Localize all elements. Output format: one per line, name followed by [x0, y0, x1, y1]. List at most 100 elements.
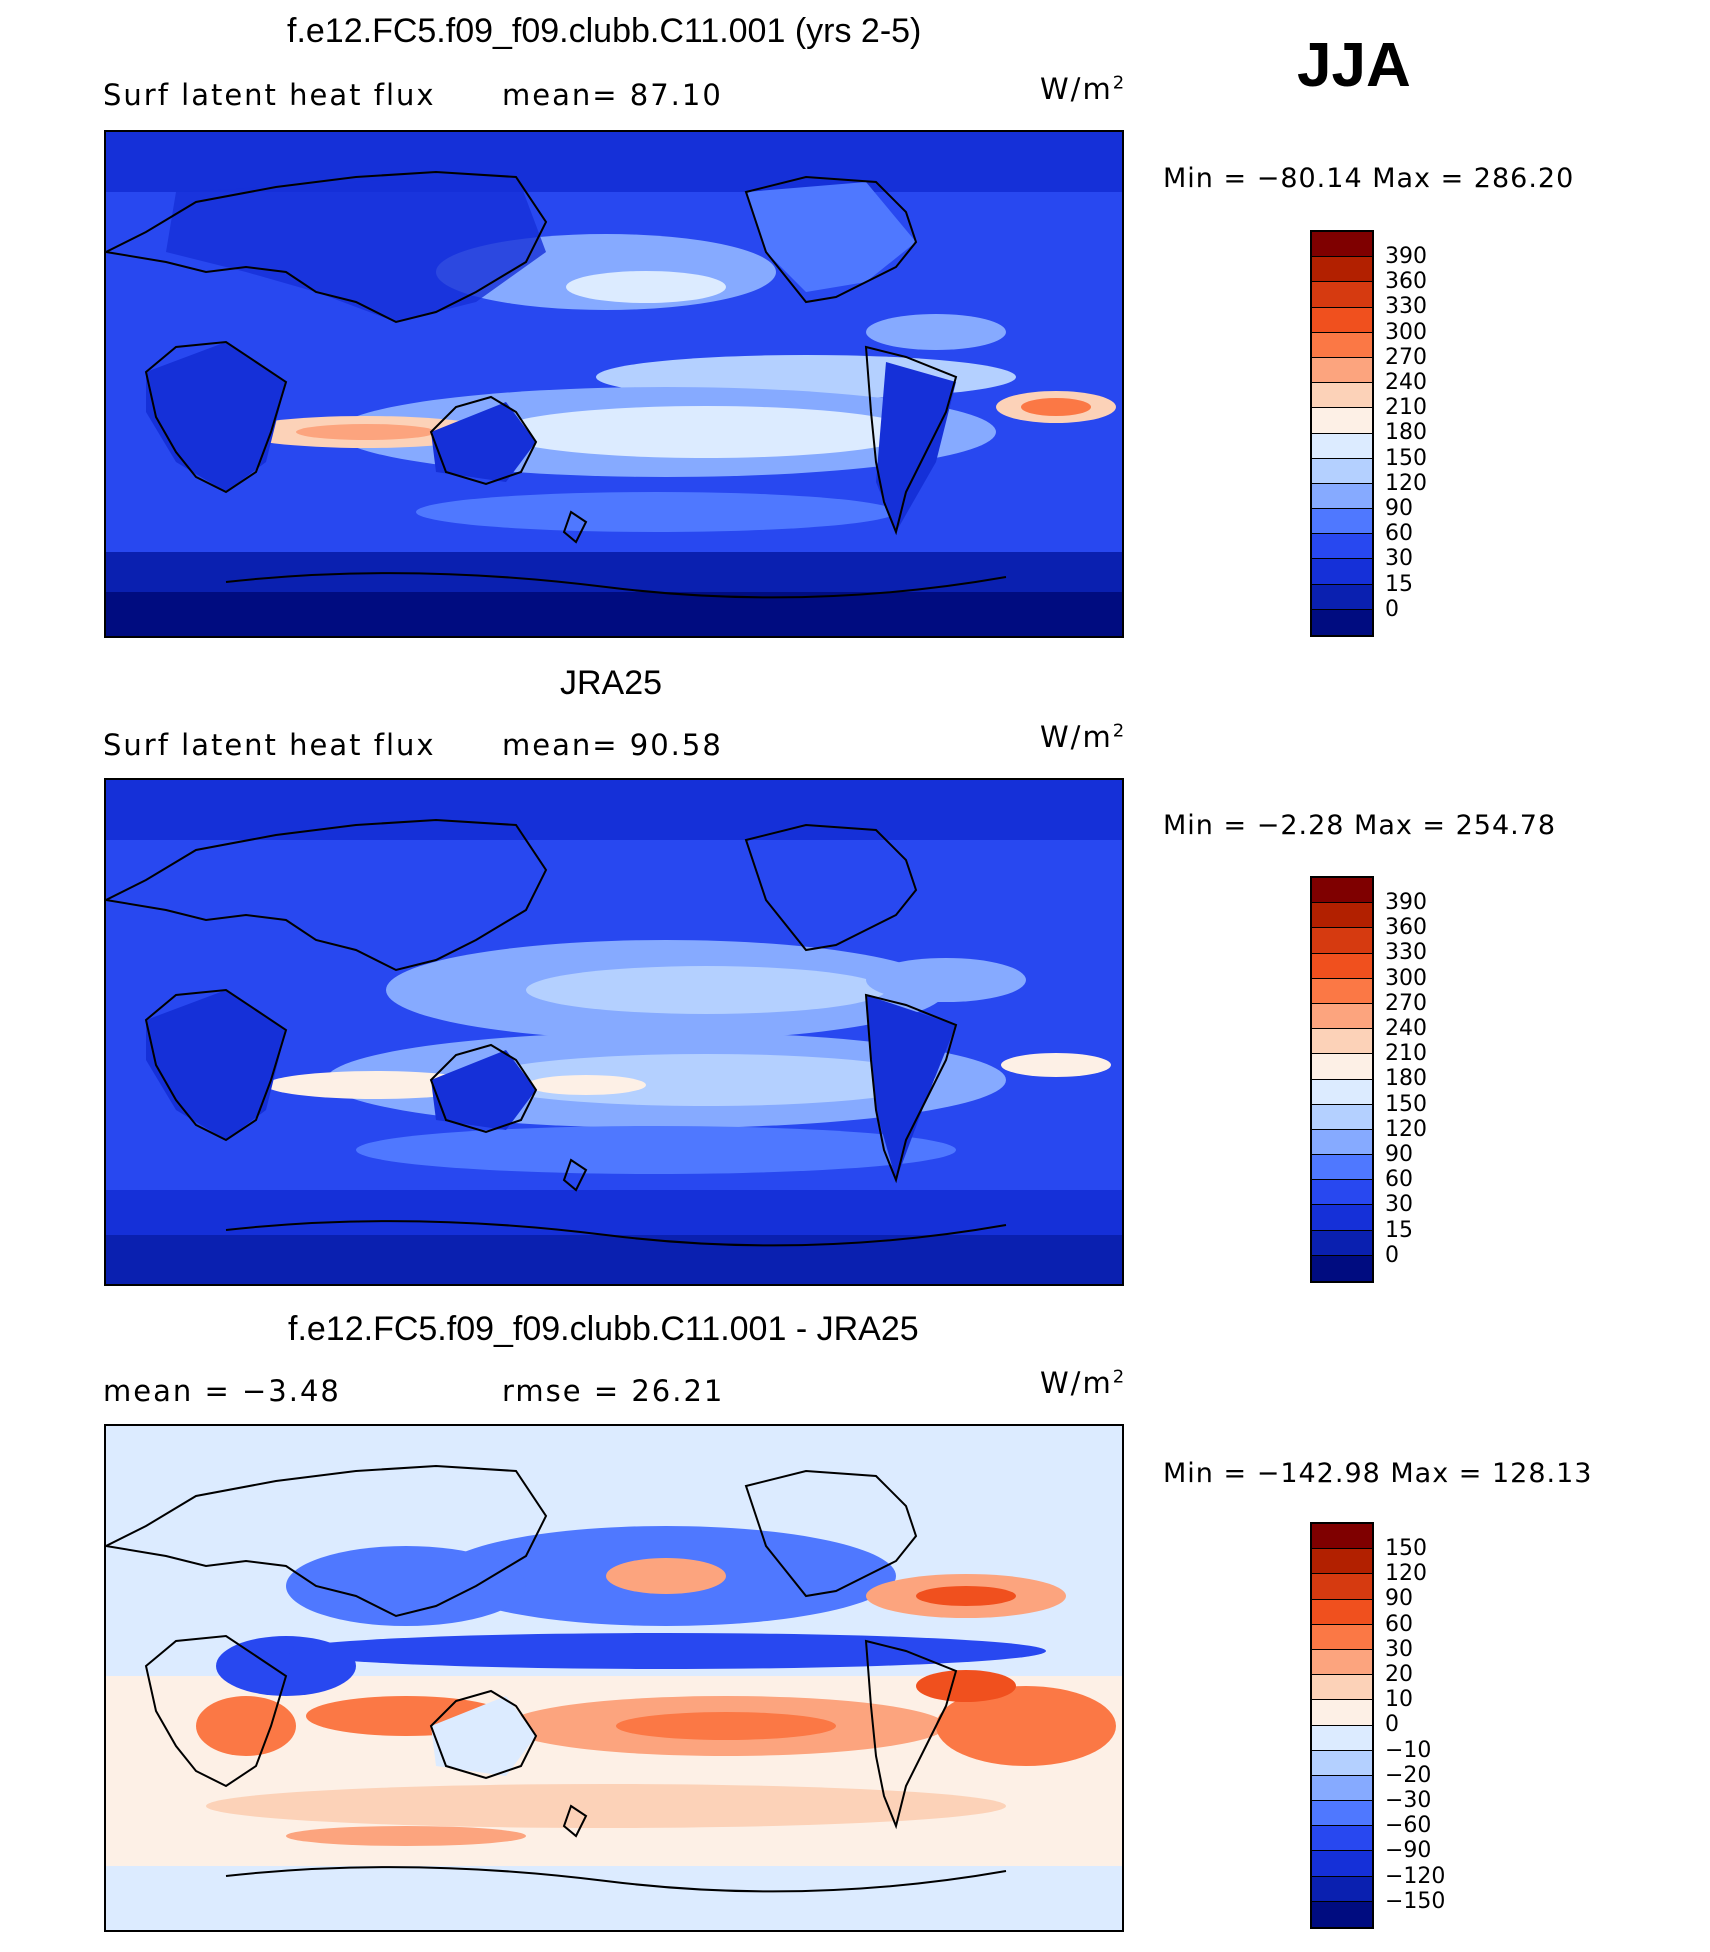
colorbar-tick-label: −60	[1385, 1813, 1432, 1839]
colorbar-tick-label: 240	[1385, 1016, 1427, 1042]
colorbar-tick-label: 60	[1385, 1167, 1413, 1193]
colorbar-tick-label: 60	[1385, 1611, 1413, 1637]
colorbar-swatch	[1312, 1851, 1372, 1877]
colorbar-tick-label: −10	[1385, 1737, 1432, 1763]
colorbar-swatch	[1312, 282, 1372, 308]
panel2-colorbar-labels: 390 360 330 300 270 240 210 180 150 120 90 60 30 15 0	[1385, 890, 1427, 1268]
colorbar-swatch	[1312, 1003, 1372, 1030]
colorbar-swatch	[1312, 1079, 1372, 1105]
colorbar-tick-label: −120	[1385, 1863, 1446, 1889]
colorbar-tick-label: 390	[1385, 890, 1427, 915]
colorbar-tick-label: 120	[1385, 1116, 1427, 1142]
panel2-minmax: Min = −2.28 Max = 254.78	[1163, 810, 1557, 841]
colorbar-tick-label: 180	[1385, 420, 1427, 446]
colorbar-swatch	[1312, 408, 1372, 434]
colorbar-tick-label: −150	[1385, 1888, 1446, 1914]
colorbar-tick-label: 90	[1385, 496, 1413, 522]
colorbar-swatch	[1312, 1649, 1372, 1676]
panel3-rmse-label: rmse = 26.21	[502, 1374, 725, 1408]
colorbar-tick-label: 300	[1385, 965, 1427, 991]
colorbar-tick-label: 330	[1385, 294, 1427, 320]
colorbar-swatch	[1312, 332, 1372, 358]
panel3-mean-label: mean = −3.48	[103, 1374, 341, 1408]
panel3-title: f.e12.FC5.f09_f09.clubb.C11.001 - JRA25	[288, 1310, 919, 1348]
colorbar-tick-label: 120	[1385, 1561, 1427, 1587]
colorbar-tick-label: 180	[1385, 1066, 1427, 1092]
panel3-colorbar-labels: 150 120 90 60 30 20 10 0 −10 −20 −30 −60 −90 −120 −150	[1385, 1536, 1445, 1914]
panel1-mean-label: mean= 87.10	[502, 78, 723, 112]
colorbar-swatch	[1312, 1725, 1372, 1751]
colorbar-swatch	[1312, 903, 1372, 929]
panel2-unit: W/m2	[1040, 720, 1127, 754]
panel1-colorbar-labels: 390 360 330 300 270 240 210 180 150 120 90 60 30 15 0	[1385, 244, 1427, 622]
colorbar-swatch	[1312, 483, 1372, 510]
colorbar-tick-label: 330	[1385, 940, 1427, 966]
colorbar-tick-label: −30	[1385, 1788, 1432, 1814]
colorbar-swatch	[1312, 1700, 1372, 1726]
colorbar-tick-label: 30	[1385, 1192, 1413, 1218]
colorbar-swatch	[1312, 953, 1372, 979]
panel3-map	[104, 1424, 1124, 1932]
colorbar-swatch	[1312, 1901, 1372, 1927]
colorbar-swatch	[1312, 232, 1372, 258]
colorbar-tick-label: 15	[1385, 1217, 1413, 1243]
panel1-unit: W/m2	[1040, 72, 1127, 106]
colorbar-tick-label: 300	[1385, 319, 1427, 345]
colorbar-swatch	[1312, 928, 1372, 954]
colorbar-tick-label: 210	[1385, 395, 1427, 421]
colorbar-swatch	[1312, 1801, 1372, 1827]
panel1-title: f.e12.FC5.f09_f09.clubb.C11.001 (yrs 2-5…	[287, 12, 922, 50]
panel3-unit: W/m2	[1040, 1366, 1127, 1400]
colorbar-tick-label: 30	[1385, 546, 1413, 572]
colorbar-swatch	[1312, 1104, 1372, 1130]
colorbar-swatch	[1312, 1524, 1372, 1550]
colorbar-swatch	[1312, 1826, 1372, 1852]
colorbar-swatch	[1312, 1599, 1372, 1625]
colorbar-tick-label: 270	[1385, 344, 1427, 370]
colorbar-tick-label: 20	[1385, 1662, 1413, 1688]
colorbar-tick-label: 210	[1385, 1041, 1427, 1067]
colorbar-swatch	[1312, 383, 1372, 409]
colorbar-swatch	[1312, 1255, 1372, 1281]
colorbar-tick-label: 150	[1385, 1536, 1427, 1561]
colorbar-swatch	[1312, 1675, 1372, 1701]
colorbar-tick-label: 270	[1385, 990, 1427, 1016]
colorbar-tick-label: 15	[1385, 571, 1413, 597]
panel3-minmax: Min = −142.98 Max = 128.13	[1163, 1458, 1593, 1489]
colorbar-swatch	[1312, 1230, 1372, 1256]
colorbar-swatch	[1312, 1180, 1372, 1206]
colorbar-swatch	[1312, 1624, 1372, 1650]
colorbar-tick-label: 150	[1385, 1091, 1427, 1117]
panel1-colorbar	[1310, 230, 1374, 637]
colorbar-tick-label: −20	[1385, 1762, 1432, 1788]
colorbar-tick-label: 390	[1385, 244, 1427, 269]
panel3-map-svg	[106, 1426, 1122, 1930]
panel1-map-svg	[106, 132, 1122, 636]
colorbar-swatch	[1312, 357, 1372, 384]
colorbar-tick-label: 0	[1385, 1242, 1399, 1268]
colorbar-tick-label: −90	[1385, 1838, 1432, 1864]
colorbar-tick-label: 90	[1385, 1142, 1413, 1168]
colorbar-tick-label: 0	[1385, 596, 1399, 622]
panel2-mean-label: mean= 90.58	[502, 728, 723, 762]
colorbar-swatch	[1312, 878, 1372, 904]
panel2-title: JRA25	[560, 664, 663, 702]
colorbar-swatch	[1312, 1155, 1372, 1181]
colorbar-swatch	[1312, 1574, 1372, 1600]
colorbar-swatch	[1312, 458, 1372, 484]
colorbar-swatch	[1312, 559, 1372, 585]
colorbar-swatch	[1312, 1205, 1372, 1231]
colorbar-swatch	[1312, 1129, 1372, 1156]
colorbar-swatch	[1312, 509, 1372, 535]
panel2-map-svg	[106, 780, 1122, 1284]
colorbar-tick-label: 30	[1385, 1636, 1413, 1662]
colorbar-swatch	[1312, 1775, 1372, 1802]
colorbar-swatch	[1312, 1549, 1372, 1575]
season-label: JJA	[1297, 31, 1411, 100]
panel2-variable-label: Surf latent heat flux	[103, 728, 436, 762]
panel1-map	[104, 130, 1124, 638]
colorbar-tick-label: 120	[1385, 470, 1427, 496]
colorbar-swatch	[1312, 433, 1372, 459]
colorbar-tick-label: 360	[1385, 915, 1427, 941]
colorbar-swatch	[1312, 1029, 1372, 1055]
